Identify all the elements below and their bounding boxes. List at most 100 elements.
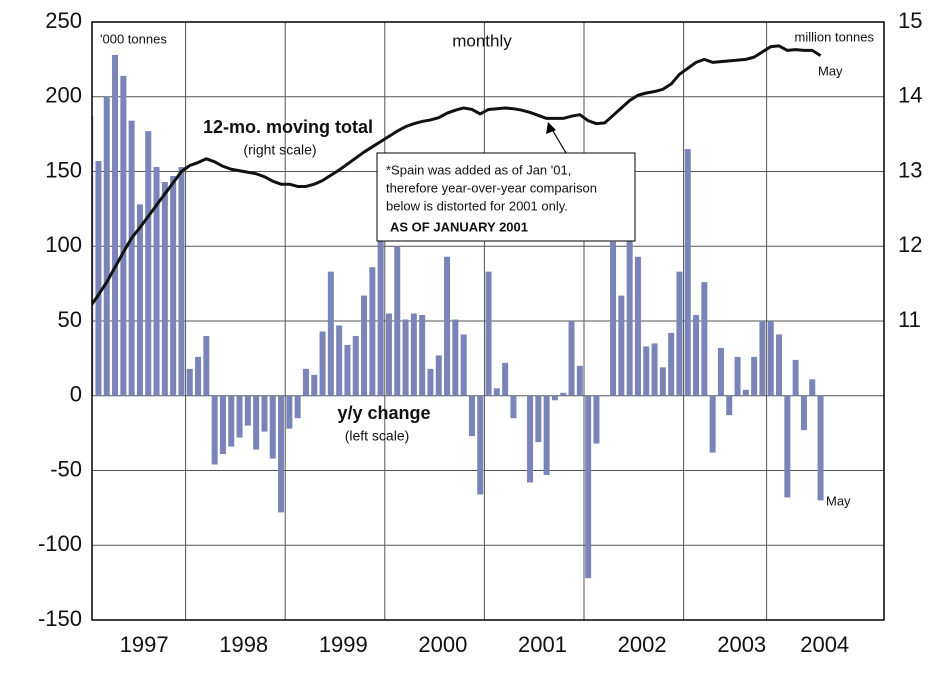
y2-tick-label: 12 <box>898 232 922 257</box>
bar <box>352 335 359 396</box>
bar <box>776 334 783 396</box>
bar <box>327 271 334 396</box>
bar <box>759 321 766 396</box>
bar <box>634 256 641 396</box>
bar <box>236 395 243 438</box>
bar <box>103 96 110 396</box>
bar <box>468 395 475 437</box>
bar <box>336 325 343 396</box>
bar <box>601 395 608 397</box>
bar <box>153 167 160 396</box>
bar <box>568 321 575 396</box>
bar <box>493 388 500 396</box>
bar <box>302 368 309 396</box>
x-tick-label: 2002 <box>618 632 667 657</box>
bar <box>518 395 525 397</box>
bar <box>585 395 592 579</box>
y-tick-label: 50 <box>58 307 82 332</box>
y2-tick-label: 15 <box>898 8 922 33</box>
bar <box>394 246 401 396</box>
x-tick-label: 2004 <box>800 632 849 657</box>
bar <box>684 149 691 396</box>
bar <box>817 395 824 501</box>
y2-tick-label: 11 <box>898 307 921 332</box>
bar <box>535 395 542 443</box>
lines <box>92 44 822 307</box>
bar <box>527 395 534 483</box>
x-tick-label: 2003 <box>717 632 766 657</box>
bar <box>228 395 235 447</box>
bar <box>261 395 268 432</box>
y-tick-label: 250 <box>45 8 82 33</box>
left-unit: '000 tonnes <box>100 31 167 46</box>
bar <box>742 389 749 396</box>
bar <box>377 231 384 396</box>
bar <box>319 331 326 396</box>
bar <box>195 356 202 396</box>
bar <box>485 271 492 396</box>
bar <box>95 161 102 396</box>
bar-scale: (left scale) <box>345 428 410 444</box>
bar <box>419 315 426 396</box>
bar <box>477 395 484 495</box>
bar <box>361 295 368 396</box>
bar <box>112 54 119 396</box>
bar <box>444 256 451 396</box>
note-line: therefore year-over-year comparison <box>386 180 597 195</box>
x-tick-label: 1998 <box>219 632 268 657</box>
bar <box>543 395 550 475</box>
right-unit: million tonnes <box>795 29 875 44</box>
bar <box>136 204 143 396</box>
x-tick-label: 1997 <box>120 632 169 657</box>
bar <box>767 321 774 396</box>
y-tick-label: 150 <box>45 157 82 182</box>
bar <box>369 267 376 396</box>
y2-tick-label: 13 <box>898 157 922 182</box>
bar <box>726 395 733 416</box>
bar <box>618 295 625 396</box>
bar <box>344 344 351 396</box>
bar <box>717 347 724 396</box>
bar <box>651 343 658 396</box>
bar <box>460 334 467 396</box>
bar <box>278 395 285 513</box>
note-line: below is distorted for 2001 only. <box>386 198 568 213</box>
bar <box>784 395 791 498</box>
bar <box>502 362 509 396</box>
bar <box>286 395 293 429</box>
line-label: 12-mo. moving total <box>203 117 373 137</box>
bar <box>643 346 650 396</box>
y-tick-label: -100 <box>38 531 82 556</box>
plot-frame <box>91 21 885 621</box>
note-line: *Spain was added as of Jan '01, <box>386 162 571 177</box>
bar <box>294 395 301 419</box>
bar <box>128 120 135 396</box>
y-tick-label: -150 <box>38 606 82 631</box>
bar-end-label: May <box>826 493 851 508</box>
bar <box>186 368 193 396</box>
bar <box>311 374 318 396</box>
bar <box>701 282 708 396</box>
bar <box>610 241 617 396</box>
bar <box>659 367 666 396</box>
bar <box>551 395 558 401</box>
line <box>92 44 822 307</box>
x-tick-label: 1999 <box>319 632 368 657</box>
frequency: monthly <box>452 31 512 50</box>
bar <box>170 175 177 396</box>
y-tick-label: 100 <box>45 232 82 257</box>
bar <box>244 395 251 426</box>
y2-tick-label: 14 <box>898 83 922 108</box>
bar <box>269 395 276 459</box>
bar <box>510 395 517 419</box>
bar <box>145 131 152 396</box>
y-tick-label: -50 <box>50 456 82 481</box>
note-bold: AS OF JANUARY 2001 <box>390 219 528 234</box>
bar <box>800 395 807 431</box>
bar <box>809 379 816 396</box>
bar <box>626 238 633 396</box>
y-tick-label: 200 <box>45 83 82 108</box>
line-end-label: May <box>818 63 843 78</box>
bar <box>576 365 583 396</box>
